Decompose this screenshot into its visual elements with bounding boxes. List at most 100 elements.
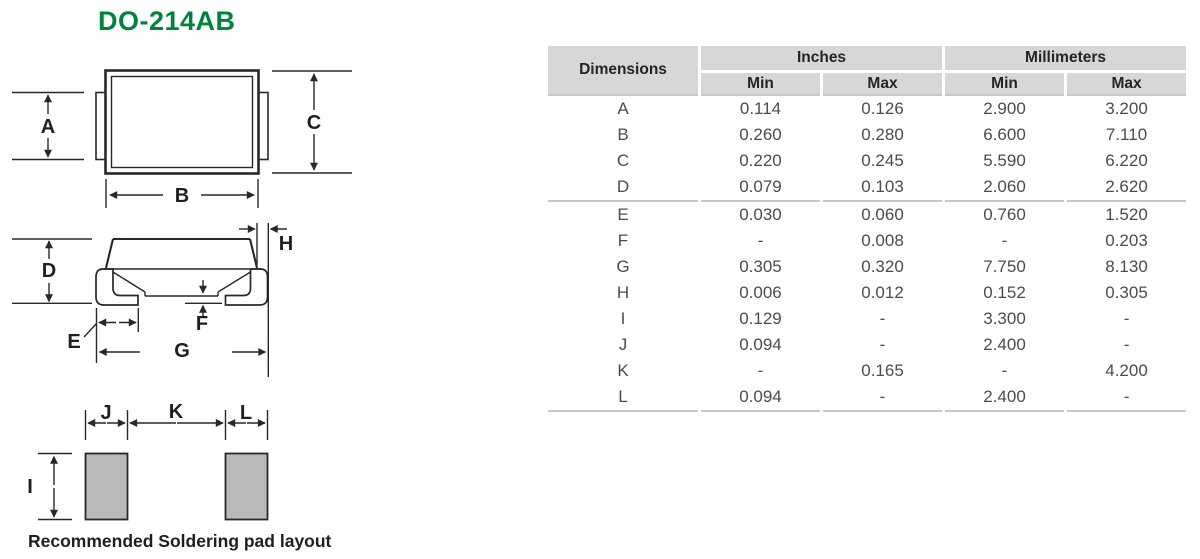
dim-cell: E (617, 205, 629, 224)
table-row: L 0.094 - 2.400 - (548, 384, 1187, 412)
table-row: E 0.030 0.060 0.760 1.520 (548, 202, 1186, 228)
in-min-cell: 0.220 (739, 151, 782, 170)
table-row: K - 0.165 - 4.200 (548, 358, 1186, 384)
solder-pad-right (224, 452, 269, 521)
in-min-cell: - (757, 361, 764, 380)
mm-max-cell: - (1123, 309, 1130, 328)
dim-cell: G (616, 257, 630, 276)
mm-min-cell: 5.590 (983, 151, 1026, 170)
mm-max-cell: 8.130 (1105, 257, 1148, 276)
in-min-cell: 0.030 (739, 205, 782, 224)
mm-max-cell: 4.200 (1105, 361, 1148, 380)
dim-label-g: G (174, 340, 190, 362)
mm-max-cell: - (1067, 384, 1187, 412)
in-min-cell: - (757, 231, 764, 250)
in-max-cell: - (879, 309, 886, 328)
col-header-inches-max: Max (823, 73, 943, 96)
mm-min-cell: 2.400 (983, 335, 1026, 354)
dim-l: L (224, 402, 269, 440)
in-min-cell: 0.114 (739, 99, 782, 118)
dim-label-i: I (27, 476, 33, 498)
dim-label-l: L (240, 402, 252, 424)
dim-g: G (98, 340, 267, 362)
in-max-cell: 0.126 (861, 99, 904, 118)
in-max-cell: 0.320 (861, 257, 904, 276)
dim-c: C (272, 70, 352, 174)
col-header-mm-min: Min (945, 73, 1065, 96)
pad-layout-caption: Recommended Soldering pad layout (28, 531, 332, 551)
dim-cell: J (618, 335, 628, 354)
side-view-diagram: D H F E G (12, 223, 293, 377)
package-title: DO-214AB (98, 6, 236, 36)
package-side-outline (104, 237, 261, 305)
in-max-cell: 0.060 (861, 205, 904, 224)
dim-label-e: E (67, 331, 80, 353)
dim-label-h: H (279, 233, 293, 255)
dim-label-a: A (41, 116, 55, 138)
table-row: B 0.260 0.280 6.600 7.110 (548, 122, 1186, 148)
mm-max-cell: 3.200 (1105, 99, 1148, 118)
col-group-inches: Inches (701, 46, 943, 73)
dim-cell: L (548, 384, 698, 412)
table-group-header-row: Dimensions Inches Millimeters (548, 46, 1187, 96)
dim-label-c: C (307, 112, 321, 134)
in-max-cell: - (823, 384, 943, 412)
dim-a: A (12, 91, 84, 161)
in-min-cell: 0.006 (739, 283, 782, 302)
dim-label-k: K (169, 401, 184, 423)
col-header-mm-max: Max (1067, 73, 1187, 96)
pad-layout-diagram: J K L I (27, 401, 269, 521)
mm-min-cell: 2.900 (983, 99, 1026, 118)
dim-label-j: J (100, 402, 111, 424)
mm-min-cell: - (1001, 361, 1008, 380)
mm-max-cell: 0.305 (1105, 283, 1148, 302)
dim-label-f: F (196, 313, 208, 335)
in-max-cell: - (879, 335, 886, 354)
table-row: I 0.129 - 3.300 - (548, 306, 1186, 332)
col-header-dimensions: Dimensions (548, 46, 698, 96)
in-max-cell: 0.012 (861, 283, 904, 302)
lead-right (224, 268, 269, 306)
mm-min-cell: 2.060 (945, 174, 1065, 202)
table-row: C 0.220 0.245 5.590 6.220 (548, 148, 1186, 174)
table-row: F - 0.008 - 0.203 (548, 228, 1186, 254)
in-min-cell: 0.079 (701, 174, 820, 202)
dim-cell: I (620, 309, 626, 328)
mm-min-cell: 6.600 (983, 125, 1026, 144)
in-min-cell: 0.094 (701, 384, 820, 412)
dim-cell: H (616, 283, 630, 302)
dim-e: E (67, 308, 140, 363)
dim-h: H (239, 223, 293, 377)
dim-label-d: D (42, 260, 56, 282)
package-body-outline (104, 69, 260, 175)
dim-j: J (84, 402, 129, 440)
dim-cell: K (617, 361, 629, 380)
in-max-cell: 0.165 (861, 361, 904, 380)
mm-max-cell: - (1123, 335, 1130, 354)
in-min-cell: 0.094 (739, 335, 782, 354)
in-min-cell: 0.260 (739, 125, 782, 144)
table-row: D 0.079 0.103 2.060 2.620 (548, 174, 1187, 202)
dim-cell: B (617, 125, 629, 144)
in-max-cell: 0.245 (861, 151, 904, 170)
mm-min-cell: 0.760 (983, 205, 1026, 224)
mm-max-cell: 7.110 (1105, 125, 1148, 144)
mm-min-cell: 0.152 (983, 283, 1026, 302)
dim-cell: D (548, 174, 698, 202)
solder-pad-left (84, 452, 129, 521)
dim-cell: C (616, 151, 630, 170)
in-max-cell: 0.103 (823, 174, 943, 202)
mm-min-cell: 3.300 (983, 309, 1026, 328)
table-row: A 0.114 0.126 2.900 3.200 (548, 96, 1186, 122)
dim-k: K (129, 401, 224, 427)
dim-b: B (105, 179, 259, 208)
mm-max-cell: 1.520 (1105, 205, 1148, 224)
in-max-cell: 0.008 (861, 231, 904, 250)
dim-i: I (27, 452, 72, 521)
lead-left (95, 268, 139, 306)
table-sub-header-row: Min Max Min Max (548, 73, 1187, 96)
dim-f: F (196, 280, 208, 335)
table-row: J 0.094 - 2.400 - (548, 332, 1186, 358)
dimensions-table: Dimensions Inches Millimeters Min Max Mi… (545, 46, 1189, 412)
